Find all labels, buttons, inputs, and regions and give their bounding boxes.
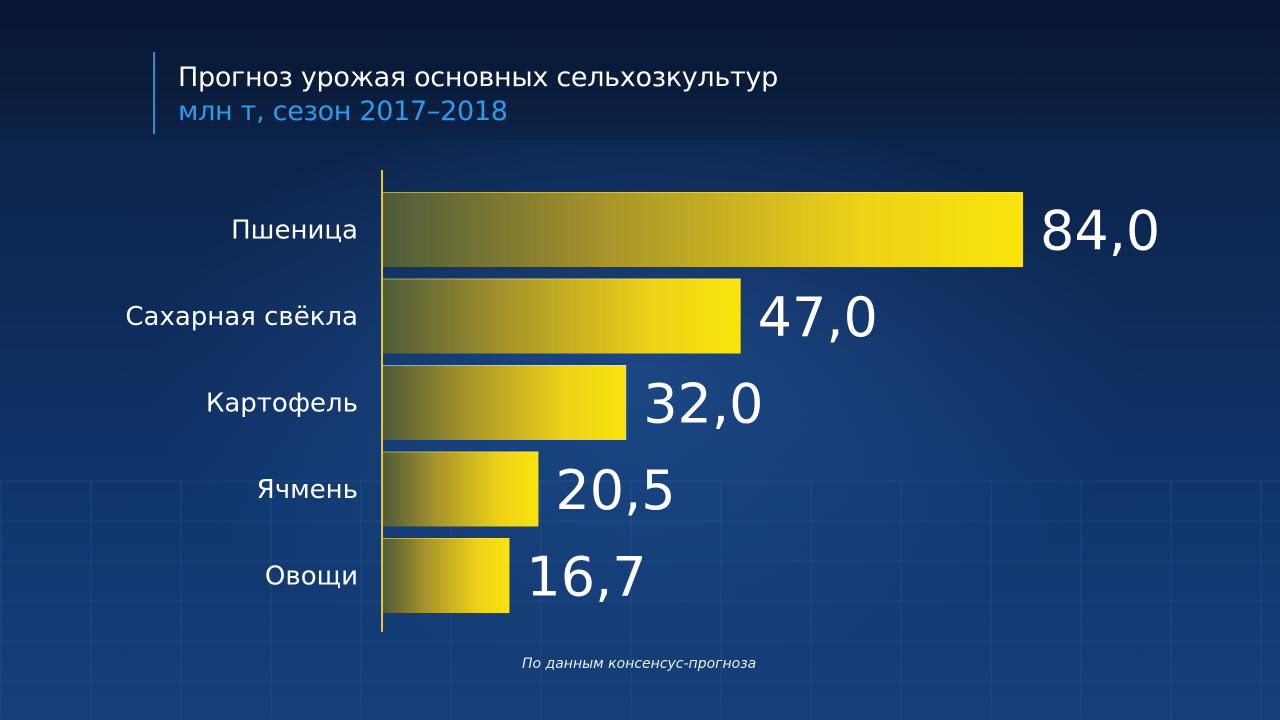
bar-1 bbox=[382, 278, 741, 354]
chart-subtitle: млн т, сезон 2017–2018 bbox=[178, 96, 508, 127]
category-label-3: Ячмень bbox=[257, 475, 358, 505]
header-accent-rule bbox=[153, 52, 155, 134]
background-grid-pattern bbox=[0, 480, 1280, 720]
category-label-0: Пшеница bbox=[231, 216, 358, 246]
value-label-2: 32,0 bbox=[643, 373, 763, 436]
chart-title: Прогноз урожая основных сельхозкультур bbox=[178, 62, 778, 93]
bars-layer: Пшеница 84,0 Сахарная свёкла 47,0 Картофель 3… bbox=[125, 192, 1160, 613]
source-footnote: По данным консенсус-прогноза bbox=[522, 656, 757, 672]
category-label-2: Картофель bbox=[206, 389, 358, 419]
bar-4 bbox=[382, 538, 510, 613]
category-label-1: Сахарная свёкла bbox=[125, 302, 358, 332]
bar-0 bbox=[382, 192, 1023, 267]
value-label-4: 16,7 bbox=[526, 546, 646, 609]
value-label-3: 20,5 bbox=[555, 459, 675, 522]
bar-3 bbox=[382, 451, 539, 527]
value-label-0: 84,0 bbox=[1040, 200, 1160, 263]
value-label-1: 47,0 bbox=[758, 286, 878, 349]
category-label-4: Овощи bbox=[265, 562, 358, 592]
header-band bbox=[0, 0, 1280, 140]
bar-2 bbox=[382, 365, 627, 440]
